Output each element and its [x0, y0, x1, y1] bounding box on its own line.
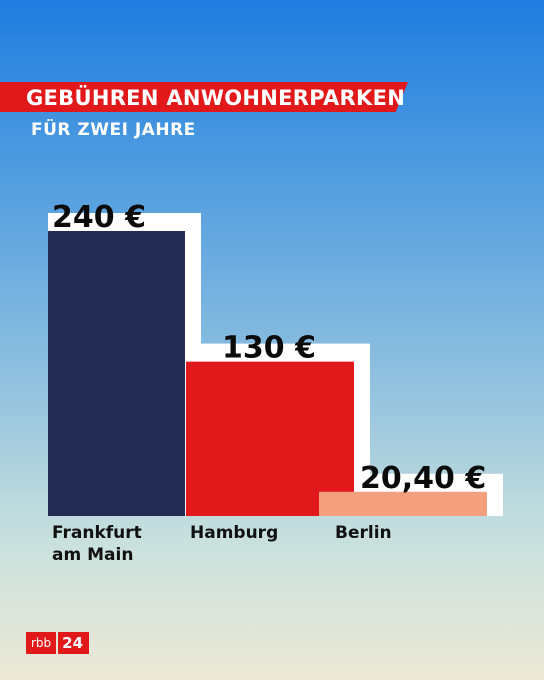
value-label-1: 240 €	[52, 200, 146, 235]
rbb24-logo: rbb 24	[26, 632, 90, 654]
bar-1	[48, 231, 185, 516]
value-label-2: 130 €	[222, 331, 316, 366]
value-label-3: 20,40 €	[360, 461, 486, 496]
chart-subtitle: FÜR ZWEI JAHRE	[31, 120, 196, 140]
title-band	[0, 82, 408, 112]
category-label-1: Frankfurt am Main	[52, 523, 142, 565]
category-label-3: Berlin	[335, 523, 392, 543]
category-label-2: Hamburg	[190, 523, 278, 543]
chart-title: GEBÜHREN ANWOHNERPARKEN	[26, 86, 406, 110]
bar-2	[186, 361, 354, 516]
logo-text: rbb	[26, 632, 57, 654]
bar-3	[319, 491, 487, 516]
bar-chart: 240 € 130 € 20,40 € Frankfurt am Main Hamburg…	[48, 200, 487, 565]
logo-number: 24	[58, 632, 90, 654]
